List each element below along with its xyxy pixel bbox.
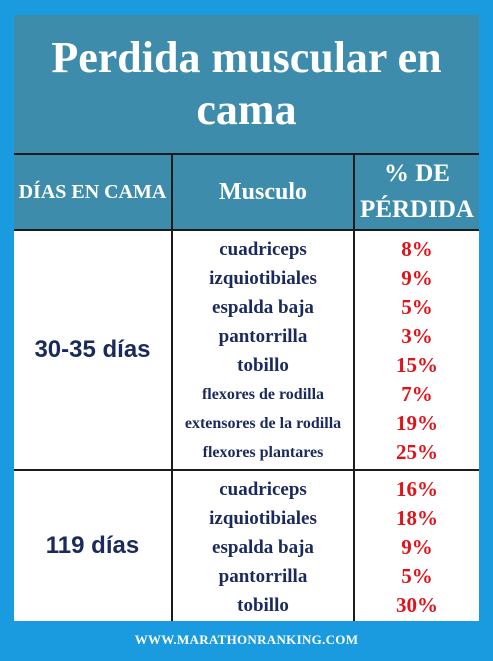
muscle-name: espalda baja (212, 296, 314, 318)
muscle-name: espalda baja (212, 536, 314, 558)
loss-value: 16% (396, 477, 438, 501)
header-days: DÍAS EN CAMA (14, 155, 173, 229)
muscle-name: flexores de rodilla (201, 385, 325, 403)
header-loss: % DE PÉRDIDA (360, 160, 474, 223)
group-30-35-days: 30-35 días cuadriceps izquiotibiales esp… (14, 231, 479, 471)
loss-value: 5% (401, 564, 433, 588)
table-header: DÍAS EN CAMA Musculo % DE PÉRDIDA (14, 155, 479, 231)
header-muscle: Musculo (173, 155, 355, 229)
loss-value: 19% (396, 411, 438, 435)
loss-value: 7% (401, 382, 433, 406)
days-cell: 30-35 días (14, 231, 173, 469)
loss-value: 15% (396, 353, 438, 377)
muscle-name: tobillo (237, 594, 289, 616)
loss-value: 5% (401, 295, 433, 319)
muscle-column: cuadriceps izquiotibiales espalda baja p… (173, 471, 355, 621)
muscle-name: izquiotibiales (209, 267, 317, 289)
loss-value: 9% (401, 535, 433, 559)
muscle-name: izquiotibiales (209, 507, 317, 529)
loss-value: 25% (396, 440, 438, 464)
muscle-name: pantorrilla (218, 565, 308, 587)
muscle-name: extensores de la rodilla (184, 414, 342, 432)
muscle-name: pantorrilla (218, 325, 308, 347)
days-cell: 119 días (14, 471, 173, 621)
page-title: Perdida muscular en cama (14, 15, 479, 155)
muscle-name: tobillo (237, 354, 289, 376)
muscle-loss-table: Perdida muscular en cama DÍAS EN CAMA Mu… (14, 15, 479, 625)
muscle-column: cuadriceps izquiotibiales espalda baja p… (173, 231, 355, 469)
loss-value: 18% (396, 506, 438, 530)
loss-value: 8% (401, 237, 433, 261)
muscle-name: flexores plantares (202, 443, 324, 461)
loss-column: 8% 9% 5% 3% 15% 7% 19% 25% (355, 231, 479, 469)
group-119-days: 119 días cuadriceps izquiotibiales espal… (14, 471, 479, 621)
loss-value: 30% (396, 593, 438, 617)
loss-value: 9% (401, 266, 433, 290)
loss-value: 3% (401, 324, 433, 348)
website-footer: WWW.MARATHONRANKING.COM (134, 632, 359, 647)
muscle-name: cuadriceps (219, 478, 307, 500)
loss-column: 16% 18% 9% 5% 30% (355, 471, 479, 621)
muscle-name: cuadriceps (219, 238, 307, 260)
